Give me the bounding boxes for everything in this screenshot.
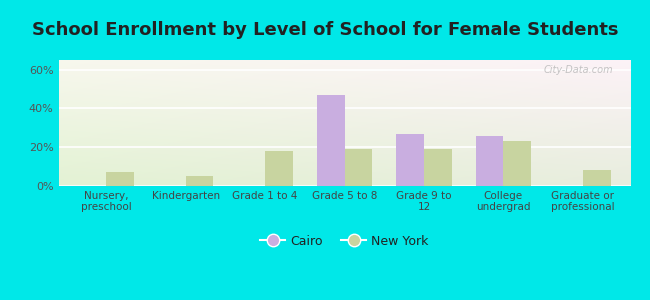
Bar	[186, 176, 213, 186]
Bar	[476, 136, 503, 186]
Text: School Enrollment by Level of School for Female Students: School Enrollment by Level of School for…	[32, 21, 618, 39]
Bar	[344, 149, 372, 186]
Bar	[503, 141, 531, 186]
Bar	[424, 149, 452, 186]
Bar	[265, 151, 293, 186]
Bar	[583, 170, 610, 186]
Bar	[317, 95, 345, 186]
Bar	[396, 134, 424, 186]
Legend: Cairo, New York: Cairo, New York	[255, 230, 434, 253]
Text: City-Data.com: City-Data.com	[543, 65, 614, 75]
Bar	[106, 172, 134, 186]
